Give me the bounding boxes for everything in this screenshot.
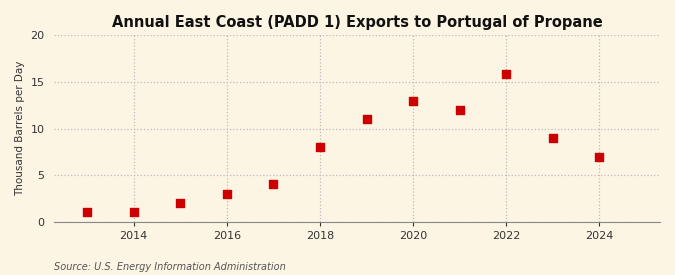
Point bbox=[547, 136, 558, 140]
Point bbox=[268, 182, 279, 187]
Point bbox=[221, 192, 232, 196]
Point bbox=[315, 145, 325, 149]
Title: Annual East Coast (PADD 1) Exports to Portugal of Propane: Annual East Coast (PADD 1) Exports to Po… bbox=[112, 15, 603, 30]
Point bbox=[501, 71, 512, 76]
Text: Source: U.S. Energy Information Administration: Source: U.S. Energy Information Administ… bbox=[54, 262, 286, 272]
Point bbox=[175, 201, 186, 205]
Point bbox=[82, 210, 92, 214]
Y-axis label: Thousand Barrels per Day: Thousand Barrels per Day bbox=[15, 61, 25, 196]
Point bbox=[128, 210, 139, 214]
Point bbox=[594, 155, 605, 160]
Point bbox=[361, 117, 372, 121]
Point bbox=[408, 98, 418, 103]
Point bbox=[454, 108, 465, 112]
